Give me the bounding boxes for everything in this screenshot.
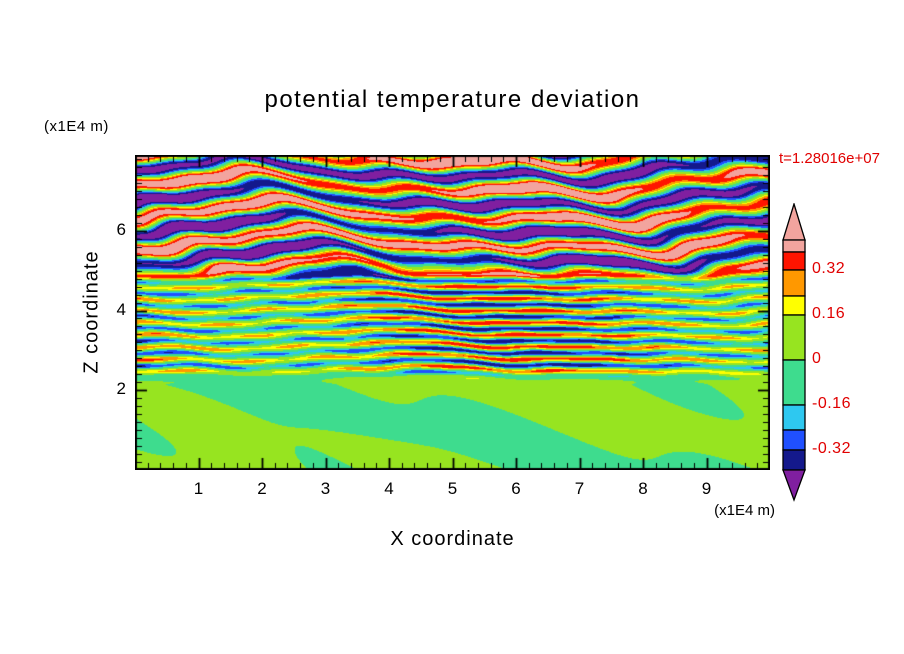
colorbar-segment [782, 314, 806, 361]
colorbar-segment [782, 404, 806, 431]
colorbar-tick-label: -0.16 [812, 395, 851, 412]
x-tick-label: 5 [447, 479, 458, 498]
x-tick-label: 3 [320, 479, 331, 498]
colorbar-segment [782, 295, 806, 316]
x-tick-label: 8 [638, 479, 648, 498]
x-tick-label: 2 [257, 479, 267, 498]
y-tick-label: 6 [116, 219, 126, 239]
colorbar [782, 203, 806, 502]
x-tick-label: 6 [511, 479, 521, 498]
colorbar-tick-label: 0.32 [812, 260, 846, 277]
colorbar-arrow-top [782, 203, 806, 241]
colorbar-segment [782, 239, 806, 253]
timestamp-label: t=1.28016e+07 [779, 150, 880, 167]
colorbar-segment [782, 359, 806, 406]
colorbar-segment [782, 251, 806, 271]
colorbar-tick-label: 0 [812, 350, 822, 367]
colorbar-arrow-bottom [782, 469, 806, 502]
y-axis-title: Z coordinate [80, 250, 103, 374]
colorbar-tick-label: -0.32 [812, 440, 851, 457]
colorbar-segment [782, 449, 806, 471]
x-tick-label: 9 [701, 479, 712, 498]
colorbar-tick-label: 0.16 [812, 305, 846, 322]
x-tick-label: 1 [193, 479, 204, 498]
y-tick-label: 2 [116, 379, 126, 399]
x-axis-title: X coordinate [390, 528, 515, 550]
y-axis-unit-label: (x1E4 m) [44, 118, 109, 135]
heatmap-canvas [135, 155, 770, 470]
colorbar-segment [782, 269, 806, 297]
colorbar-segment [782, 429, 806, 451]
x-tick-label: 7 [574, 479, 585, 498]
x-tick-label: 4 [384, 479, 394, 498]
chart-title: potential temperature deviation [264, 86, 641, 113]
x-axis-unit-label: (x1E4 m) [714, 502, 775, 519]
